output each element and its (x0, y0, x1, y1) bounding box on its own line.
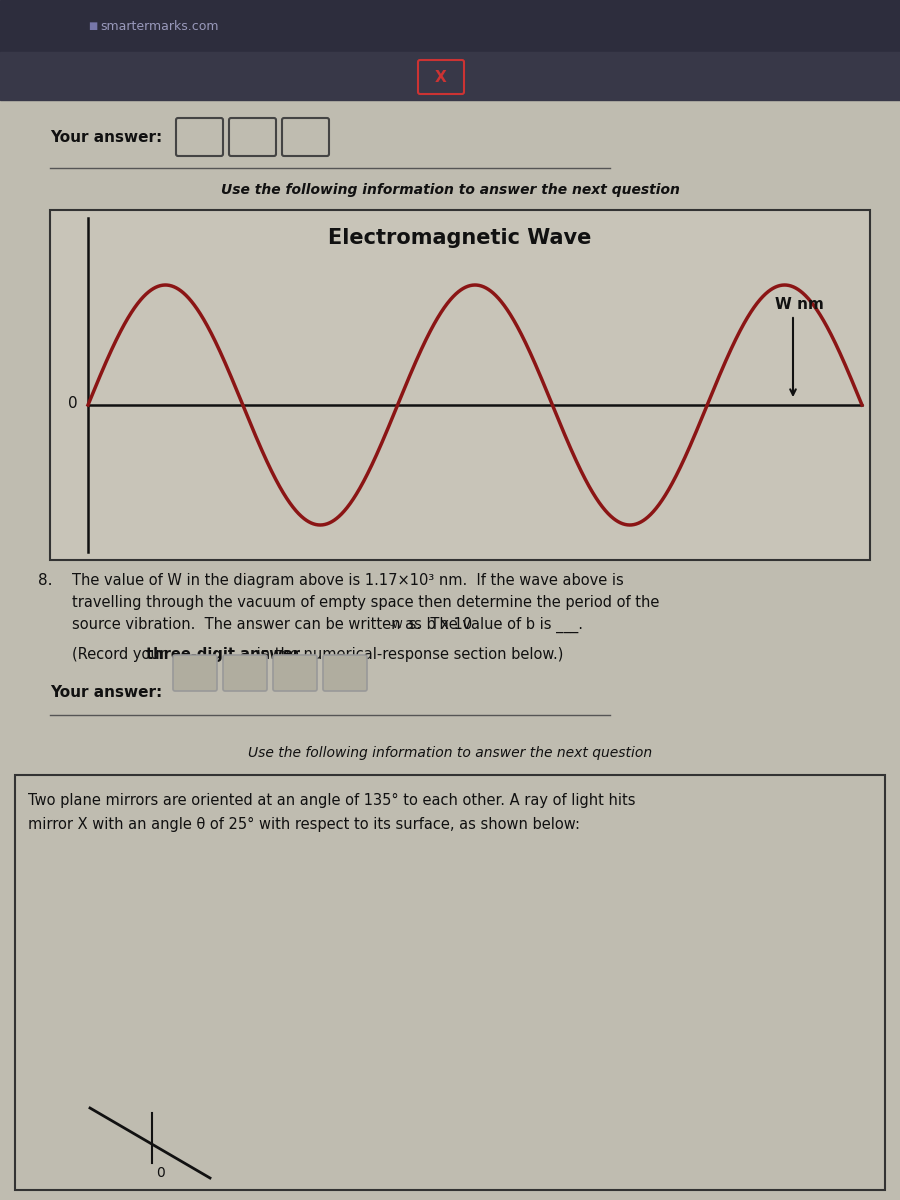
Bar (50, 210, 870, 560)
Text: 8.: 8. (38, 572, 52, 588)
Text: in the numerical-response section below.): in the numerical-response section below.… (252, 647, 563, 662)
FancyBboxPatch shape (418, 60, 464, 94)
Text: source vibration.  The answer can be written as b x 10: source vibration. The answer can be writ… (72, 617, 472, 632)
Text: The value of W in the diagram above is 1.17×10³ nm.  If the wave above is: The value of W in the diagram above is 1… (72, 572, 624, 588)
Text: Electromagnetic Wave: Electromagnetic Wave (328, 228, 591, 248)
Text: travelling through the vacuum of empty space then determine the period of the: travelling through the vacuum of empty s… (72, 595, 660, 610)
Text: X: X (435, 70, 447, 84)
Bar (15, 775, 885, 1190)
Text: Use the following information to answer the next question: Use the following information to answer … (220, 182, 680, 197)
Text: 0: 0 (156, 1166, 165, 1180)
Text: (Record your: (Record your (72, 647, 170, 662)
Text: mirror X with an angle θ of 25° with respect to its surface, as shown below:: mirror X with an angle θ of 25° with res… (28, 817, 580, 832)
Text: 0: 0 (68, 396, 78, 410)
Text: Your answer:: Your answer: (50, 685, 162, 700)
Text: Two plane mirrors are oriented at an angle of 135° to each other. A ray of light: Two plane mirrors are oriented at an ang… (28, 793, 635, 808)
Text: -W: -W (390, 620, 403, 630)
FancyBboxPatch shape (176, 118, 223, 156)
FancyBboxPatch shape (223, 655, 267, 691)
FancyBboxPatch shape (273, 655, 317, 691)
Text: W nm: W nm (775, 296, 824, 312)
Bar (0, 0, 900, 52)
Text: Your answer:: Your answer: (50, 130, 162, 144)
FancyBboxPatch shape (229, 118, 276, 156)
Bar (0, 52, 900, 100)
FancyBboxPatch shape (323, 655, 367, 691)
Text: ■: ■ (88, 20, 97, 31)
Text: s.  The value of b is ___.: s. The value of b is ___. (403, 617, 582, 634)
Text: smartermarks.com: smartermarks.com (100, 19, 219, 32)
FancyBboxPatch shape (173, 655, 217, 691)
Text: three-digit answer: three-digit answer (147, 647, 301, 662)
Text: Use the following information to answer the next question: Use the following information to answer … (248, 746, 652, 760)
FancyBboxPatch shape (282, 118, 329, 156)
